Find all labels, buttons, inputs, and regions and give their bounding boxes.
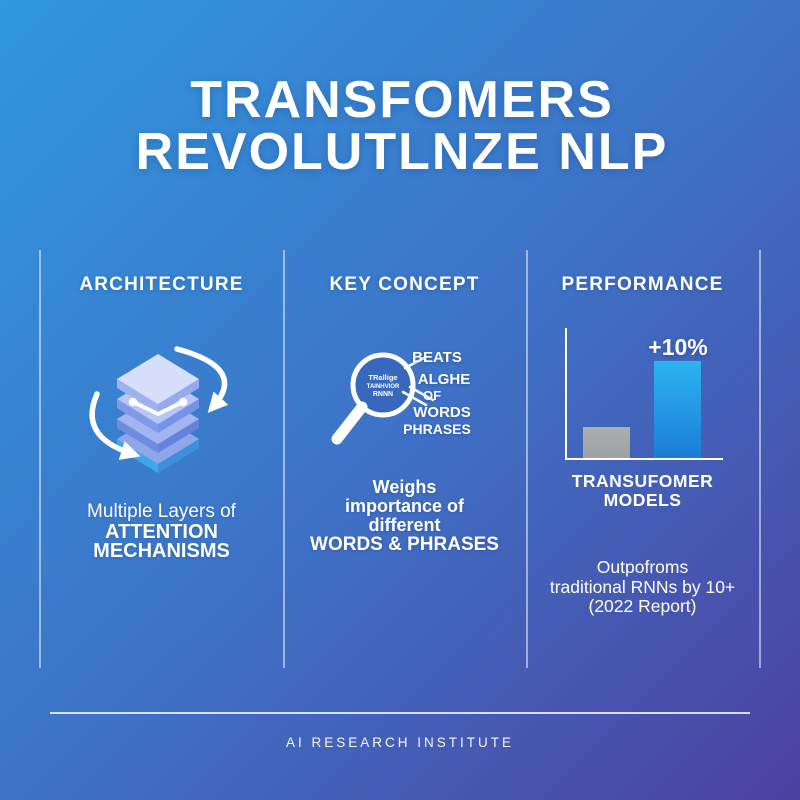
callout-words: WORDS xyxy=(413,404,471,421)
footer-brand: AI RESEARCH INSTITUTE xyxy=(285,735,515,750)
bar-gray xyxy=(583,427,630,458)
stack-layer-1 xyxy=(117,354,199,413)
footer-divider xyxy=(50,712,750,714)
architecture-caption-line3: MECHANISMS xyxy=(93,540,230,562)
lens-text-line1: TRallige xyxy=(368,373,397,382)
column-divider-mid2 xyxy=(526,250,528,668)
curved-arrow-right-icon xyxy=(174,346,229,413)
key-concept-caption-line1: Weighs xyxy=(372,477,437,497)
column-divider-right xyxy=(759,250,761,668)
title-line-1: TRANSFOMERS xyxy=(190,71,614,129)
key-concept-caption-line2: importance of xyxy=(344,496,464,516)
column-header-architecture: ARCHITECTURE xyxy=(79,274,244,295)
magnifier-icon: TRallige TAINHVIOR RNNN xyxy=(331,352,435,445)
lens-text-line2: TAINHVIOR xyxy=(367,384,400,390)
performance-note-line3: (2022 Report) xyxy=(588,596,697,616)
architecture-caption-line2: ATTENTION xyxy=(105,521,218,543)
callout-pointer-lines xyxy=(401,356,435,407)
bar-blue xyxy=(654,361,701,458)
magnifier-handle xyxy=(331,401,368,445)
magnifier-lens xyxy=(350,352,416,418)
callout-phrases: PHRASES xyxy=(403,421,471,437)
performance-note-line2: traditional RNNs by 10+ xyxy=(549,577,736,597)
key-concept-caption-line4: WORDS & PHRASES xyxy=(310,534,499,555)
attention-link-line xyxy=(128,397,188,416)
chart-caption-line2: MODELS xyxy=(603,490,682,510)
lens-text-line3: RNNN xyxy=(373,391,393,398)
layer-stack-with-rotation-arrows-icon xyxy=(89,346,229,473)
architecture-caption-line1: Multiple Layers of xyxy=(87,501,236,522)
bar-annotation: +10% xyxy=(648,334,708,360)
callout-beats: BEATS xyxy=(412,349,462,366)
column-header-performance: PERFORMANCE xyxy=(561,274,724,295)
performance-note-line1: Outpofroms xyxy=(596,557,689,577)
key-concept-caption-line3: different xyxy=(368,515,441,535)
callout-alghe: ALGHE xyxy=(417,371,471,388)
bar-chart xyxy=(565,328,723,460)
column-divider-left xyxy=(39,250,41,668)
column-divider-mid1 xyxy=(283,250,285,668)
title-line-2: REVOLUTLNZE NLP xyxy=(135,123,669,181)
curved-arrow-left-icon xyxy=(89,391,141,460)
callout-of: OF xyxy=(422,388,442,403)
column-header-key-concept: KEY CONCEPT xyxy=(329,274,480,295)
chart-caption-line1: TRANSUFOMER xyxy=(571,471,714,491)
